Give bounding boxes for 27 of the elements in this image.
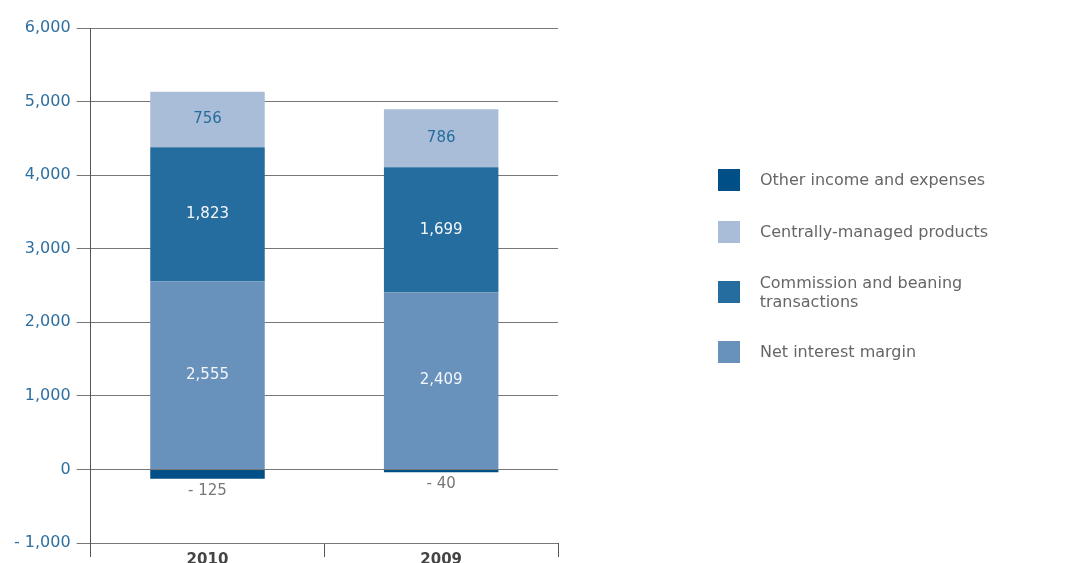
- y-tick-label: - 1,000: [13, 532, 71, 552]
- data-label: 756: [193, 109, 222, 128]
- legend-label: Other income and expenses: [760, 170, 986, 189]
- legend-label: Net interest margin: [760, 342, 917, 361]
- bar: [150, 91, 265, 148]
- y-tick-label: 5,000: [24, 90, 71, 110]
- bar: [383, 292, 499, 469]
- data-label: 1,823: [186, 204, 229, 223]
- bar: [383, 167, 499, 293]
- y-tick-label: 2,000: [24, 311, 71, 331]
- bar: [150, 147, 265, 282]
- legend-label: Commission and beaning transactions: [759, 272, 964, 311]
- bar: [383, 109, 499, 168]
- y-tick-label: 4,000: [24, 164, 71, 184]
- data-label: 786: [426, 128, 456, 147]
- data-label: 2,409: [419, 370, 463, 389]
- y-tick-label: 1,000: [24, 385, 71, 405]
- data-label: 1,699: [419, 219, 463, 238]
- y-tick-label: 6,000: [24, 17, 71, 37]
- legend-label: Centrally-managed products: [760, 222, 989, 241]
- data-label: - 40: [426, 474, 456, 493]
- data-label: 2,555: [186, 365, 229, 384]
- bar: [150, 281, 265, 469]
- y-tick-label: 0: [60, 458, 71, 478]
- bar: [150, 469, 265, 479]
- data-label: - 125: [188, 480, 227, 499]
- y-tick-label: 3,000: [24, 237, 71, 257]
